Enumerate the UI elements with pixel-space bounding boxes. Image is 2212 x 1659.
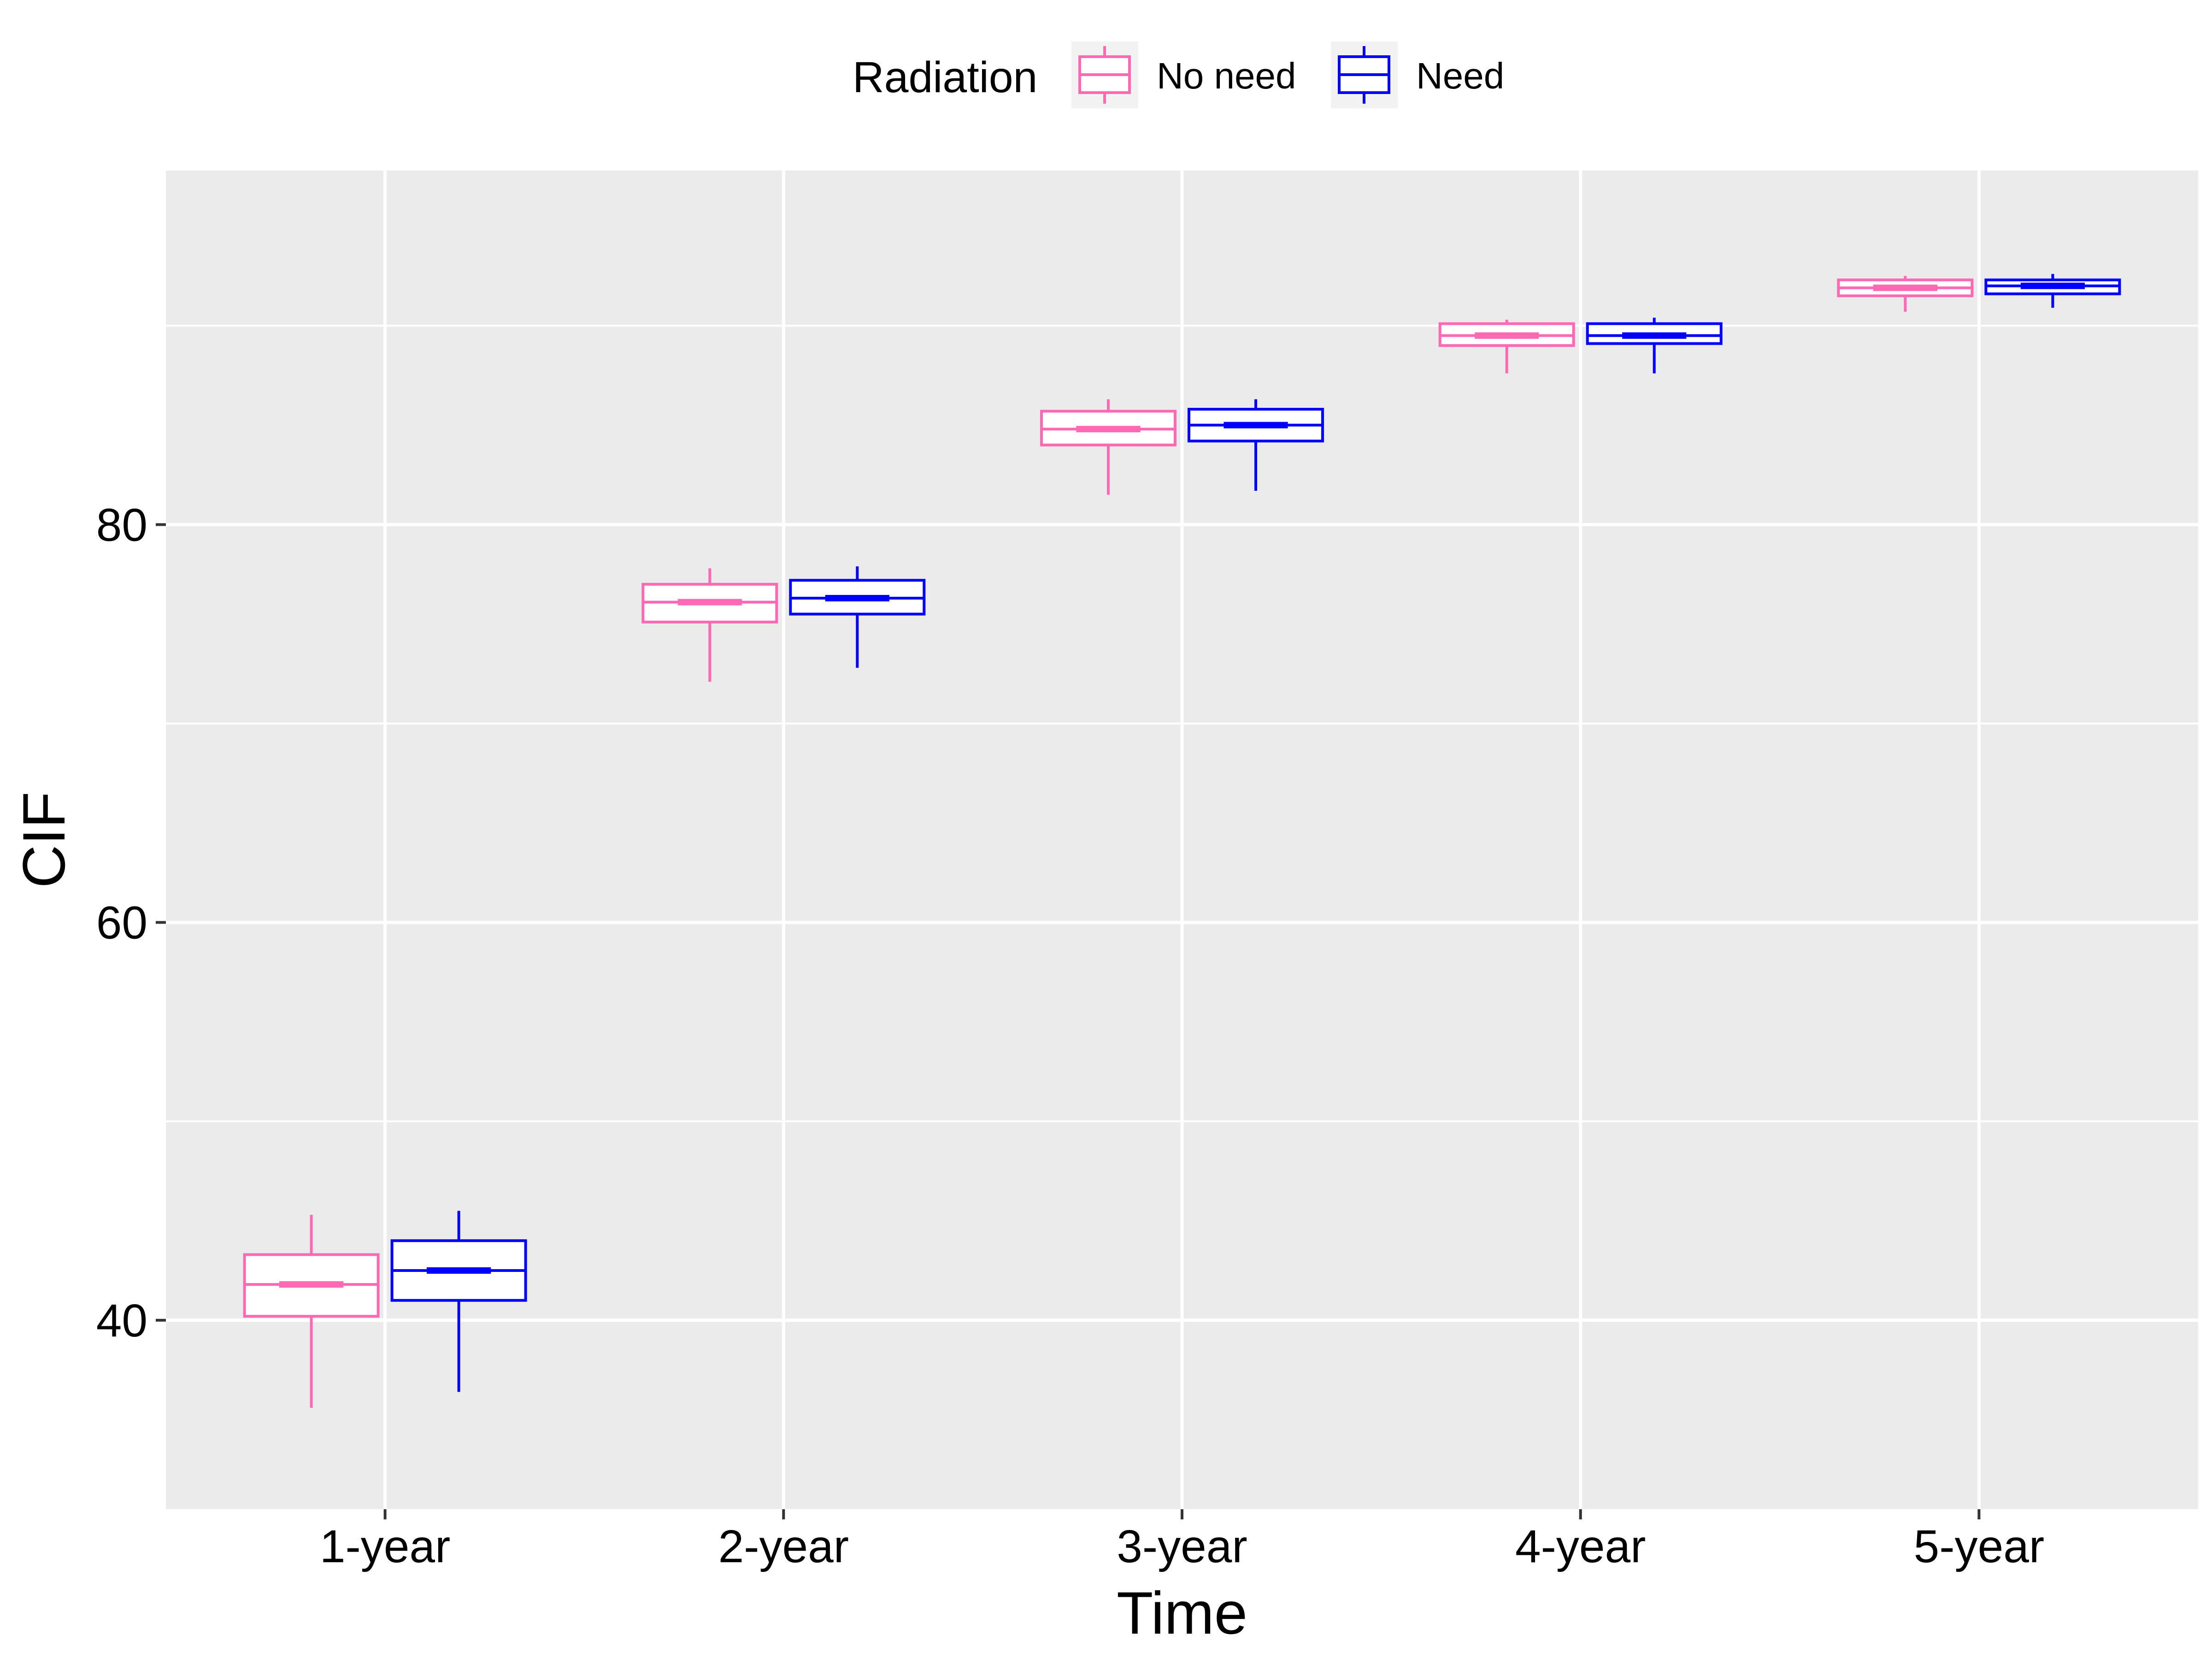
box-no-need-3-year bbox=[1040, 399, 1177, 495]
box-need-3-year bbox=[1188, 399, 1324, 491]
legend-title: Radiation bbox=[853, 53, 1037, 102]
y-tick-label: 80 bbox=[96, 499, 147, 551]
x-axis: 1-year 2-year 3-year 4-year 5-year bbox=[320, 1509, 2044, 1572]
box-no-need-4-year bbox=[1438, 319, 1575, 374]
box-need-2-year bbox=[789, 566, 926, 668]
legend-label: No need bbox=[1157, 55, 1296, 96]
grid-major bbox=[166, 171, 2198, 1509]
y-tick-label: 40 bbox=[96, 1295, 147, 1347]
box-no-need-5-year bbox=[1837, 276, 1974, 312]
box-need-4-year bbox=[1586, 318, 1723, 374]
box-need-5-year bbox=[1984, 274, 2121, 308]
box-need-1-year bbox=[390, 1211, 527, 1392]
y-tick-label: 60 bbox=[96, 897, 147, 949]
legend: Radiation No need Need bbox=[853, 41, 1504, 108]
x-tick-label: 5-year bbox=[1914, 1521, 2044, 1572]
legend-item-no-need: No need bbox=[1071, 41, 1296, 108]
x-axis-title: Time bbox=[1117, 1579, 1247, 1647]
box-layer bbox=[243, 274, 2121, 1408]
box-no-need-1-year bbox=[243, 1215, 380, 1408]
x-tick-label: 4-year bbox=[1515, 1521, 1646, 1572]
x-tick-label: 2-year bbox=[718, 1521, 849, 1572]
legend-item-need: Need bbox=[1331, 41, 1504, 108]
y-axis: 40 60 80 bbox=[96, 499, 166, 1347]
box-no-need-2-year bbox=[641, 568, 778, 682]
x-tick-label: 3-year bbox=[1117, 1521, 1247, 1572]
legend-label: Need bbox=[1416, 55, 1504, 96]
y-axis-title: CIF bbox=[10, 792, 77, 888]
x-tick-label: 1-year bbox=[320, 1521, 450, 1572]
